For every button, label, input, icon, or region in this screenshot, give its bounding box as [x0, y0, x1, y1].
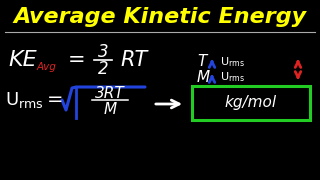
Text: $\mathregular{U_{rms}}$: $\mathregular{U_{rms}}$	[220, 55, 245, 69]
Text: $\mathregular{U_{rms}}$: $\mathregular{U_{rms}}$	[5, 90, 44, 110]
Text: M: M	[103, 102, 116, 116]
Text: $\mathregular{U_{rms}}$: $\mathregular{U_{rms}}$	[220, 70, 245, 84]
Text: kg/mol: kg/mol	[225, 96, 277, 111]
Text: RT: RT	[120, 50, 147, 70]
Text: 3RT: 3RT	[95, 87, 125, 102]
Text: T: T	[197, 55, 206, 69]
Text: Average Kinetic Energy: Average Kinetic Energy	[13, 7, 307, 27]
Bar	[192, 86, 310, 120]
Text: =: =	[47, 91, 63, 109]
Text: KE: KE	[8, 50, 36, 70]
Text: M: M	[197, 69, 210, 84]
Text: 2: 2	[98, 60, 108, 78]
Text: 3: 3	[98, 43, 108, 61]
Text: Avg: Avg	[37, 62, 57, 72]
Text: =: =	[68, 50, 86, 70]
